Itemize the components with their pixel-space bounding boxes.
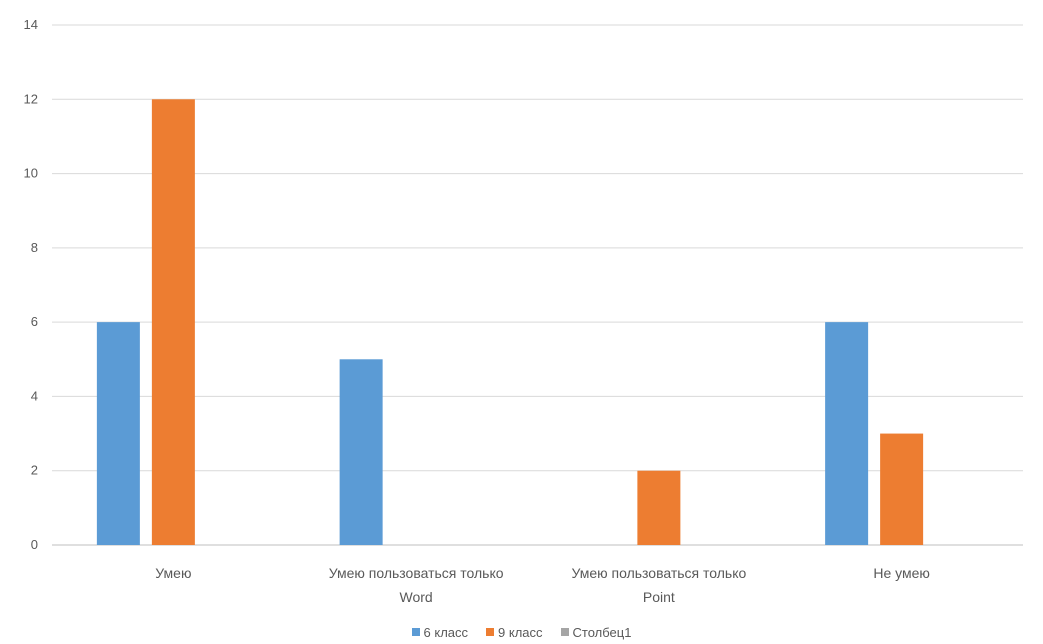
y-tick-label: 8 xyxy=(31,240,38,255)
y-tick-label: 14 xyxy=(24,17,38,32)
y-tick-label: 10 xyxy=(24,166,38,181)
legend-item: Столбец1 xyxy=(560,622,632,642)
bar xyxy=(151,99,195,546)
bar xyxy=(339,359,383,545)
y-tick-label: 0 xyxy=(31,537,38,552)
bar xyxy=(637,470,681,545)
x-category-label-line: Умею пользоваться только xyxy=(571,565,746,581)
x-category-label-line: Point xyxy=(643,589,675,605)
bar xyxy=(96,322,140,545)
y-tick-label: 4 xyxy=(31,388,38,403)
legend-swatch xyxy=(486,628,495,636)
x-category-label: Умею пользоваться только Point xyxy=(571,565,746,605)
bars xyxy=(96,99,924,546)
y-tick-label: 2 xyxy=(31,463,38,478)
y-tick-label: 6 xyxy=(31,314,38,329)
legend-label: 9 класс xyxy=(498,624,543,640)
legend-label: Столбец1 xyxy=(572,624,632,640)
legend-item: 6 класс xyxy=(411,622,469,642)
x-category-label: Умею пользоваться только Word xyxy=(329,565,504,605)
x-category-label-line: Word xyxy=(400,589,433,605)
legend-swatch xyxy=(411,628,420,636)
x-category-label: Не умею xyxy=(873,565,930,581)
x-category-label: Умею xyxy=(155,565,191,581)
legend-swatch xyxy=(560,628,569,636)
x-category-label-line: Умею xyxy=(155,565,191,581)
legend: 6 класс 9 класс Столбец1 xyxy=(0,622,1043,642)
y-axis-tick-labels: 0 2 4 6 8 10 12 14 xyxy=(24,17,38,552)
y-tick-label: 12 xyxy=(24,91,38,106)
gridlines xyxy=(52,24,1023,546)
legend-item: 9 класс xyxy=(486,622,543,642)
x-category-label-line: Не умею xyxy=(873,565,930,581)
bar xyxy=(825,322,869,545)
bar xyxy=(880,433,924,545)
x-category-label-line: Умею пользоваться только xyxy=(329,565,504,581)
legend-label: 6 класс xyxy=(423,624,469,640)
